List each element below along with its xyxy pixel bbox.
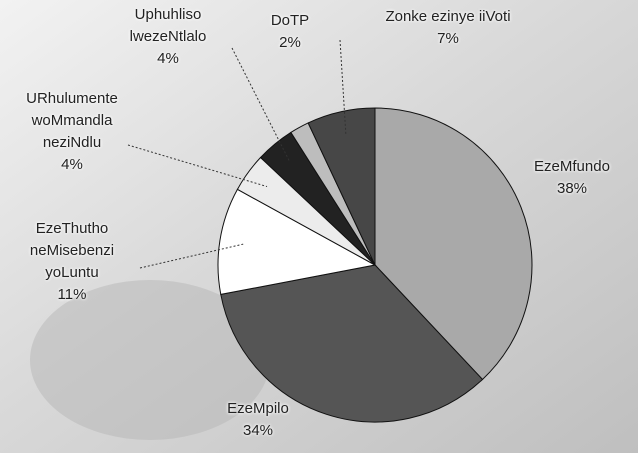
- category-label: EzeMfundo: [517, 156, 627, 178]
- category-label: URhulumente woMmandla neziNdlu: [12, 88, 132, 154]
- value-label: 4%: [12, 154, 132, 176]
- category-label: EzeThutho neMisebenzi yoLuntu: [12, 218, 132, 284]
- category-label: DoTP: [255, 10, 325, 32]
- category-label: Uphuhliso lwezeNtlalo: [108, 4, 228, 48]
- chart: EzeMfundo38% EzeMpilo34% EzeThutho neMiseb…: [0, 0, 638, 453]
- value-label: 4%: [108, 48, 228, 70]
- value-label: 38%: [517, 178, 627, 200]
- category-label: EzeMpilo: [203, 398, 313, 420]
- category-label: Zonke ezinye iiVoti: [353, 6, 543, 28]
- value-label: 34%: [203, 420, 313, 442]
- value-label: 7%: [353, 28, 543, 50]
- value-label: 11%: [12, 284, 132, 306]
- value-label: 2%: [255, 32, 325, 54]
